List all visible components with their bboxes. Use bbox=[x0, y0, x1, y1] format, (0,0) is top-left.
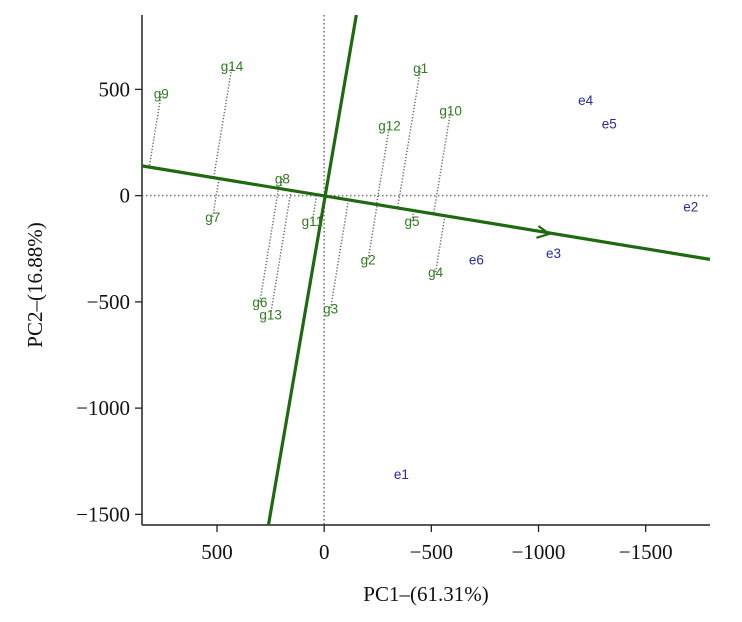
genotype-point-g10: g10 bbox=[439, 104, 462, 119]
projection-line bbox=[212, 178, 220, 217]
genotype-point-g5: g5 bbox=[405, 214, 420, 229]
x-tick-label: −500 bbox=[410, 540, 453, 564]
projection-line bbox=[396, 68, 422, 209]
genotype-point-g7: g7 bbox=[205, 210, 220, 225]
x-axis-title: PC1–(61.31%) bbox=[363, 582, 488, 606]
genotype-point-g2: g2 bbox=[361, 252, 376, 267]
projection-line bbox=[311, 194, 318, 222]
y-tick-label: 500 bbox=[99, 77, 131, 101]
projection-line bbox=[259, 188, 280, 302]
environment-point-e2: e2 bbox=[683, 199, 698, 214]
x-tick-label: 500 bbox=[201, 540, 233, 564]
environment-point-e1: e1 bbox=[394, 467, 409, 482]
projection-line bbox=[432, 110, 452, 214]
projection-line bbox=[329, 199, 350, 309]
environment-point-e5: e5 bbox=[602, 116, 617, 131]
main-biplot-axis bbox=[141, 164, 711, 261]
genotype-point-g13: g13 bbox=[259, 308, 282, 323]
y-axis-title: PC2–(16.88%) bbox=[23, 222, 47, 347]
environment-point-e3: e3 bbox=[546, 246, 561, 261]
projection-line bbox=[367, 204, 378, 260]
y-tick-label: −1500 bbox=[76, 502, 130, 526]
genotype-point-g8: g8 bbox=[275, 172, 290, 187]
genotype-point-g4: g4 bbox=[428, 265, 444, 280]
genotype-point-g1: g1 bbox=[413, 61, 428, 76]
projection-line bbox=[375, 125, 391, 205]
x-tick-label: −1000 bbox=[512, 540, 566, 564]
x-tick-label: −1500 bbox=[619, 540, 673, 564]
axis-arrowhead bbox=[536, 225, 552, 239]
projection-line bbox=[434, 215, 446, 273]
genotype-point-g12: g12 bbox=[378, 119, 401, 134]
y-tick-label: −500 bbox=[87, 290, 130, 314]
x-tick-label: 0 bbox=[319, 540, 330, 564]
perpendicular-biplot-axis bbox=[266, 14, 358, 526]
genotype-point-g14: g14 bbox=[221, 59, 244, 74]
genotype-point-g11: g11 bbox=[302, 214, 324, 229]
genotype-point-g9: g9 bbox=[154, 87, 169, 102]
y-tick-label: −1000 bbox=[76, 396, 130, 420]
y-tick-label: 0 bbox=[120, 184, 131, 208]
genotype-point-g3: g3 bbox=[323, 301, 338, 316]
environment-point-e4: e4 bbox=[578, 93, 594, 108]
projection-line bbox=[148, 93, 162, 168]
projection-line bbox=[212, 65, 233, 178]
genotype-point-g6: g6 bbox=[252, 295, 267, 310]
projection-line bbox=[269, 190, 292, 315]
environment-point-e6: e6 bbox=[469, 252, 484, 267]
